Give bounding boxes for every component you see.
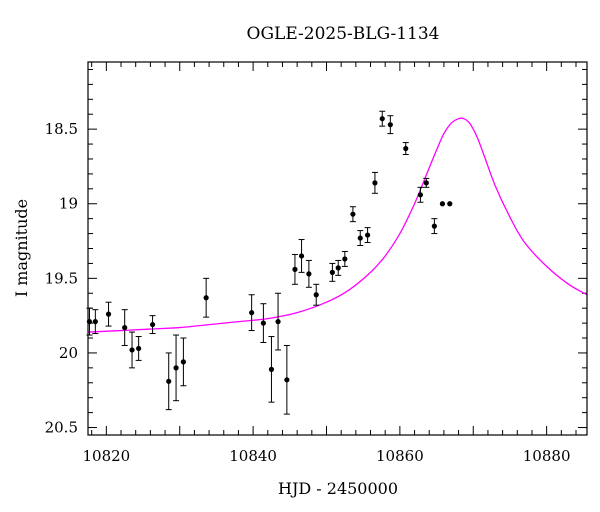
data-point [298,253,305,259]
data-point [268,366,275,372]
data-point [249,310,255,316]
data-point [129,347,135,353]
x-axis-label: HJD - 2450000 [278,479,398,498]
data-point [387,122,393,128]
x-tick-label: 10860 [376,447,424,465]
data-point [122,324,128,331]
data-point [275,319,281,325]
data-point [423,180,429,186]
data-point [284,377,290,383]
axis-ticks [88,62,587,435]
data-point [180,359,186,365]
y-tick-label: 20.5 [45,419,78,437]
data-point [260,320,266,326]
data-point [447,201,453,207]
data-points-group [86,110,453,415]
data-point [292,266,298,272]
data-point [149,321,156,328]
plot-frame [87,61,588,436]
data-point [92,319,98,325]
x-tick-label: 10880 [523,447,571,465]
data-point [105,311,112,317]
y-tick-label: 20 [59,344,78,362]
data-point [357,235,363,241]
data-point [372,180,378,186]
chart-title: OGLE-2025-BLG-1134 [247,24,440,44]
data-point [439,201,446,207]
data-point [306,271,312,277]
data-point [350,211,356,217]
model-curve [88,117,587,333]
data-point [329,269,335,275]
data-point [173,365,179,371]
data-point [364,232,371,238]
data-point [403,145,409,152]
tick-labels: 10820 10840 10860 10880 18.5 19 19.5 20 20.5 [45,120,571,465]
data-point [342,256,348,262]
x-tick-label: 10820 [82,447,130,465]
y-tick-label: 19 [59,195,78,213]
data-point [431,223,437,229]
x-tick-label: 10840 [229,447,277,465]
data-point [313,292,319,298]
data-point [166,378,172,384]
data-point [203,295,209,301]
data-point [136,345,142,352]
y-tick-label: 18.5 [45,120,78,138]
data-point [335,265,341,271]
model-curve-group [88,117,587,333]
data-point [379,116,385,122]
data-point [417,192,424,198]
y-axis-label: I magnitude [12,199,31,297]
y-tick-label: 19.5 [45,269,78,287]
